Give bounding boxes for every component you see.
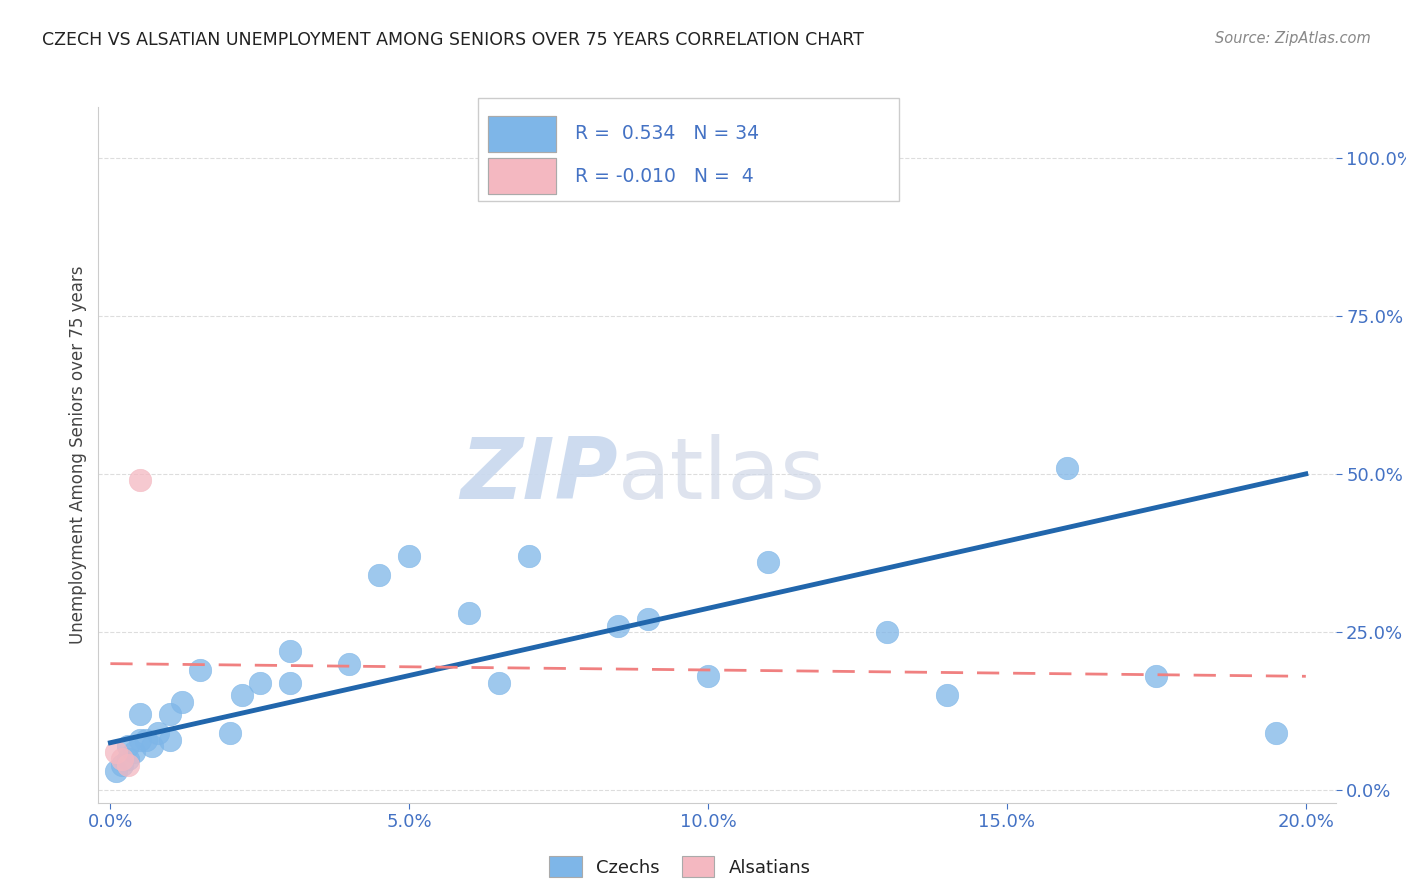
Point [488,675,510,690]
Text: R =  0.534   N = 34: R = 0.534 N = 34 [575,124,759,143]
Point [231,688,253,702]
FancyBboxPatch shape [488,158,557,194]
Point [1264,726,1286,740]
FancyBboxPatch shape [478,98,898,201]
Point [172,695,194,709]
Point [124,745,146,759]
Point [105,764,128,779]
Text: atlas: atlas [619,434,827,517]
Point [117,739,139,753]
Point [1056,460,1078,475]
Point [117,751,139,765]
Point [159,707,181,722]
Text: Source: ZipAtlas.com: Source: ZipAtlas.com [1215,31,1371,46]
Point [141,739,163,753]
Point [368,568,391,582]
Point [398,549,420,563]
Point [219,726,242,740]
Point [458,606,481,620]
Point [637,612,659,626]
Point [249,675,271,690]
Point [876,625,898,640]
Point [607,618,630,632]
Point [278,675,301,690]
Point [159,732,181,747]
Legend: Czechs, Alsatians: Czechs, Alsatians [543,849,818,884]
Point [339,657,361,671]
Text: ZIP: ZIP [460,434,619,517]
Point [129,732,152,747]
Point [1144,669,1167,683]
Point [188,663,211,677]
Point [111,757,134,772]
Point [111,751,134,765]
Point [129,707,152,722]
Point [105,745,128,759]
Point [135,732,157,747]
Point [756,556,779,570]
Point [697,669,720,683]
Y-axis label: Unemployment Among Seniors over 75 years: Unemployment Among Seniors over 75 years [69,266,87,644]
Point [278,644,301,658]
Point [936,688,959,702]
Point [117,757,139,772]
Text: CZECH VS ALSATIAN UNEMPLOYMENT AMONG SENIORS OVER 75 YEARS CORRELATION CHART: CZECH VS ALSATIAN UNEMPLOYMENT AMONG SEN… [42,31,865,49]
Point [129,473,152,487]
FancyBboxPatch shape [488,116,557,153]
Text: R = -0.010   N =  4: R = -0.010 N = 4 [575,167,754,186]
Point [148,726,170,740]
Point [517,549,540,563]
